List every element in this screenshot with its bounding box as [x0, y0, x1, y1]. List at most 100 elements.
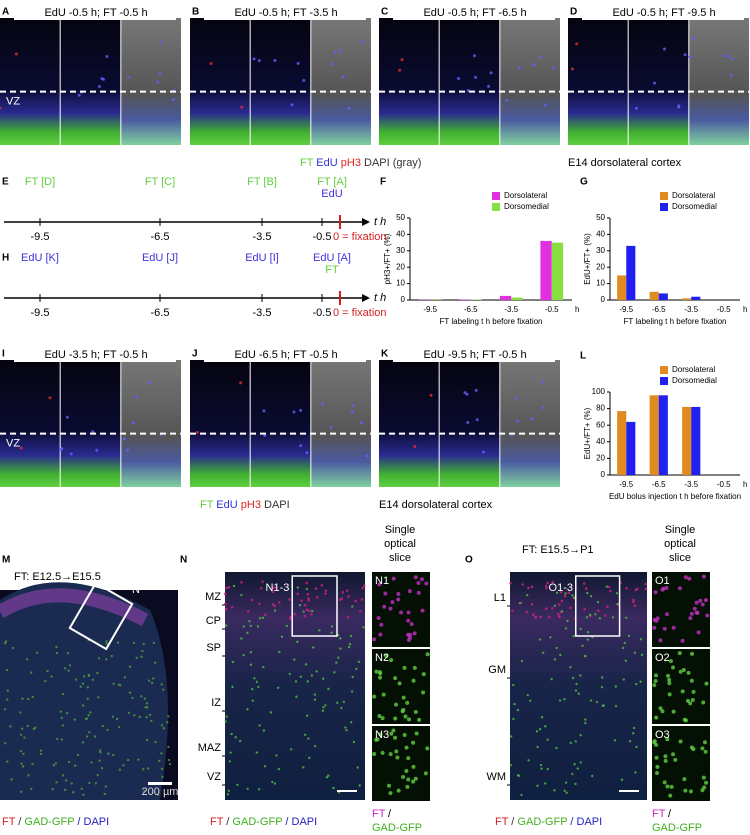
cell: [536, 745, 539, 749]
cell: [117, 725, 121, 729]
cell: [678, 739, 683, 744]
legend-label: Dorsolateral: [672, 365, 715, 374]
cell: [306, 592, 310, 596]
cell: [225, 586, 228, 590]
cell: [376, 616, 381, 621]
bar: [499, 295, 512, 300]
cell: [694, 600, 699, 605]
cell: [133, 714, 136, 717]
cell: [255, 680, 259, 684]
cell: [526, 693, 529, 697]
cell: [530, 602, 534, 606]
cell: [160, 752, 163, 755]
cell: [96, 773, 99, 777]
cell: [517, 774, 521, 778]
cell: [594, 613, 597, 616]
cell: [55, 645, 58, 649]
cell: [413, 444, 417, 448]
cell: [547, 615, 551, 619]
caption-part: FT: [210, 816, 224, 828]
cell: [293, 658, 296, 661]
cell: [555, 646, 558, 650]
cell: [607, 585, 611, 589]
cell: [209, 62, 213, 66]
panel-title: EdU -3.5 h; FT -0.5 h: [44, 349, 147, 361]
cell: [377, 714, 382, 719]
slice-label: O1: [655, 575, 670, 587]
cell: [691, 747, 696, 752]
cell: [97, 657, 101, 660]
cell: [407, 717, 412, 722]
time-tick-label: -6.5: [151, 231, 170, 243]
cell: [302, 78, 306, 82]
cell: [564, 627, 568, 630]
cell: [339, 49, 343, 53]
cell: [313, 744, 317, 748]
stain-name: EdU: [216, 499, 240, 511]
cell: [230, 605, 234, 609]
cell: [577, 692, 580, 695]
micrograph: [379, 360, 439, 487]
cell: [564, 781, 568, 784]
cell: [60, 716, 64, 720]
cell: [345, 589, 349, 592]
cell: [413, 575, 418, 580]
cell: [556, 612, 560, 616]
cell: [307, 609, 311, 613]
cell: [389, 731, 394, 736]
cell: [324, 704, 327, 707]
cell: [342, 700, 346, 704]
scale-bar: [148, 782, 172, 785]
cell: [605, 585, 609, 588]
cell: [150, 719, 153, 723]
cell: [692, 36, 696, 40]
cell: [701, 700, 706, 705]
cell: [160, 683, 163, 686]
caption: FT / GAD-GFP / DAPI: [495, 816, 602, 828]
cell: [252, 57, 256, 61]
cell: [88, 781, 91, 785]
axis-unit: t h: [374, 216, 386, 228]
cell: [329, 425, 333, 429]
cell: [123, 676, 127, 679]
cell: [635, 682, 638, 686]
label-event: EdU: [321, 188, 342, 200]
cell: [66, 651, 70, 655]
cell: [532, 63, 536, 67]
cell: [425, 652, 430, 657]
cell: [255, 751, 259, 754]
cell: [569, 741, 573, 745]
x-tick-label: -6.5: [652, 480, 666, 489]
cell: [289, 615, 292, 619]
panel-letter: C: [381, 7, 388, 18]
x-tick-label: -3.5: [684, 305, 698, 314]
cell: [307, 597, 310, 600]
cell: [406, 756, 411, 761]
cell: [277, 767, 281, 771]
cell: [223, 592, 227, 596]
cell: [669, 784, 674, 789]
cell: [145, 716, 148, 719]
cell: [228, 760, 231, 763]
cell: [327, 774, 330, 777]
cell: [579, 733, 582, 737]
legend-swatch: [660, 366, 668, 374]
cell: [414, 731, 419, 736]
cell: [600, 685, 604, 689]
time-tick-label: -6.5: [151, 307, 170, 319]
inset-label: O1-3: [549, 582, 573, 594]
micrograph: [60, 360, 121, 487]
cell: [690, 651, 695, 656]
cell: [472, 54, 476, 58]
cell: [69, 452, 73, 456]
cell: [95, 448, 99, 452]
cell: [386, 783, 391, 788]
cell: [158, 759, 161, 763]
cell: [313, 698, 317, 701]
cell: [154, 661, 157, 664]
layer-label: MZ: [205, 591, 221, 603]
cell: [14, 52, 18, 56]
micrograph: [190, 18, 250, 145]
layer-label: VZ: [207, 771, 221, 783]
cell: [132, 641, 136, 645]
